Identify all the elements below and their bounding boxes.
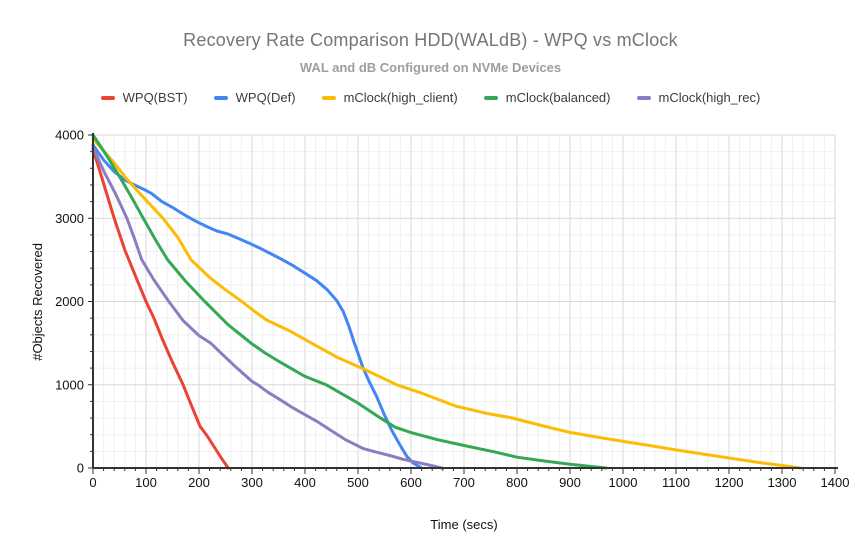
legend-item-mclock-high-client[interactable]: mClock(high_client) (321, 90, 458, 105)
series-line-wpq-def (91, 143, 424, 470)
legend-label: WPQ(Def) (235, 90, 296, 105)
chart-subtitle: WAL and dB Configured on NVMe Devices (299, 60, 562, 75)
x-tick-label: 1300 (768, 475, 797, 490)
legend-swatch-icon (213, 95, 228, 100)
chart-title: Recovery Rate Comparison HDD(WALdB) - WP… (183, 30, 678, 50)
legend-label: mClock(balanced) (505, 90, 611, 105)
x-axis-title: Time (secs) (430, 517, 498, 532)
x-tick-label: 100 (135, 475, 157, 490)
legend-item-mclock-balanced[interactable]: mClock(balanced) (483, 90, 611, 105)
y-tick-label: 1000 (55, 377, 84, 392)
x-tick-label: 500 (347, 475, 369, 490)
y-axis-title: #Objects Recovered (29, 242, 45, 361)
grid-major (93, 134, 836, 468)
legend-item-mclock-high-rec[interactable]: mClock(high_rec) (636, 90, 761, 105)
legend-swatch-icon (321, 95, 336, 100)
legend-label: WPQ(BST) (122, 90, 188, 105)
series-line-wpq-bst (91, 147, 230, 470)
y-tick-label: 2000 (55, 294, 84, 309)
legend-swatch-icon (483, 95, 498, 100)
x-tick-label: 700 (453, 475, 475, 490)
x-tick-label: 400 (294, 475, 316, 490)
series-line-mclock-balanced (91, 133, 608, 470)
series-line-mclock-high-client (91, 137, 802, 470)
y-tick-label: 4000 (55, 128, 84, 143)
x-tick-label: 1200 (715, 475, 744, 490)
legend-label: mClock(high_client) (343, 90, 458, 105)
x-tick-label: 300 (241, 475, 263, 490)
legend-swatch-icon (636, 95, 651, 100)
legend-label: mClock(high_rec) (658, 90, 761, 105)
x-tick-label: 1000 (609, 475, 638, 490)
y-tick-label: 3000 (55, 211, 84, 226)
x-tick-label: 800 (506, 475, 528, 490)
x-tick-label: 600 (400, 475, 422, 490)
series-line-mclock-high-rec (91, 146, 444, 470)
x-tick-label: 200 (188, 475, 210, 490)
axes: 0 100 200 300 400 500 600 700 800 900 1000 1100 1200… (55, 128, 849, 491)
y-tick-label: 0 (77, 461, 84, 476)
legend-item-wpq-bst[interactable]: WPQ(BST) (100, 90, 188, 105)
x-tick-label: 1400 (821, 475, 850, 490)
legend-item-wpq-def[interactable]: WPQ(Def) (213, 90, 296, 105)
x-tick-label: 0 (89, 475, 96, 490)
x-tick-label: 1100 (662, 475, 690, 490)
chart-legend: WPQ(BST) WPQ(Def) mClock(high_client) mCloc… (0, 90, 861, 105)
legend-swatch-icon (100, 95, 115, 100)
x-tick-label: 900 (559, 475, 581, 490)
